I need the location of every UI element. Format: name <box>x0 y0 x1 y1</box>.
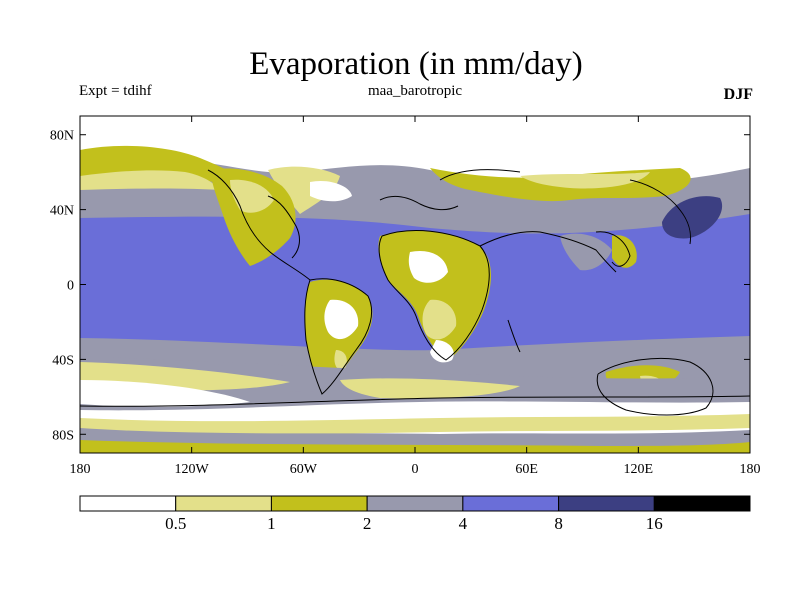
lon-tick-label: 180 <box>70 462 91 477</box>
colorbar-swatch <box>462 495 560 512</box>
colorbar-level-label: 2 <box>363 514 372 533</box>
north-america-land <box>210 168 296 266</box>
lat-tick-label: 40N <box>50 204 74 219</box>
colorbar: 0.5 1 2 4 8 16 <box>79 495 751 533</box>
lat-tick-label: 40S <box>52 353 74 368</box>
lon-tick-label: 60E <box>515 462 538 477</box>
africa-land <box>378 230 491 360</box>
india-land <box>560 233 612 271</box>
colorbar-level-label: 8 <box>554 514 563 533</box>
lon-tick-label: 180 <box>740 462 761 477</box>
colorbar-swatch <box>270 495 368 512</box>
lon-tick-label: 120W <box>175 462 210 477</box>
colorbar-swatch <box>653 495 751 512</box>
map-title: Evaporation (in mm/day) <box>249 46 583 82</box>
colorbar-swatch <box>175 495 272 512</box>
lat-tick-label: 80N <box>50 129 74 144</box>
experiment-label: Expt = tdihf <box>79 83 152 99</box>
latitude-axis: 80N 40N 0 40S 80S <box>50 129 750 443</box>
coastlines <box>80 169 750 416</box>
lon-tick-label: 120E <box>624 462 654 477</box>
run-label: maa_barotropic <box>367 83 463 99</box>
atlantic-north-light <box>268 166 340 214</box>
colorbar-swatch <box>558 495 655 512</box>
colorbar-swatch <box>79 495 177 512</box>
evaporation-field <box>80 116 750 453</box>
colorbar-level-label: 1 <box>267 514 276 533</box>
lat-tick-label: 80S <box>52 428 74 443</box>
colorbar-level-label: 0.5 <box>165 514 186 533</box>
lon-tick-label: 60W <box>290 462 318 477</box>
greenland-sea-white <box>310 180 352 202</box>
lon-tick-label: 0 <box>412 462 419 477</box>
north-pacific-light <box>80 170 220 190</box>
colorbar-swatch <box>366 495 464 512</box>
arctic-low-zone <box>80 116 750 181</box>
eurasia-light <box>520 172 650 189</box>
colorbar-level-label: 16 <box>646 514 663 533</box>
lat-tick-label: 0 <box>67 279 74 294</box>
longitude-axis: 180 120W 60W 0 60E 120E 180 <box>70 116 761 477</box>
season-label: DJF <box>723 86 753 103</box>
colorbar-level-label: 4 <box>459 514 468 533</box>
